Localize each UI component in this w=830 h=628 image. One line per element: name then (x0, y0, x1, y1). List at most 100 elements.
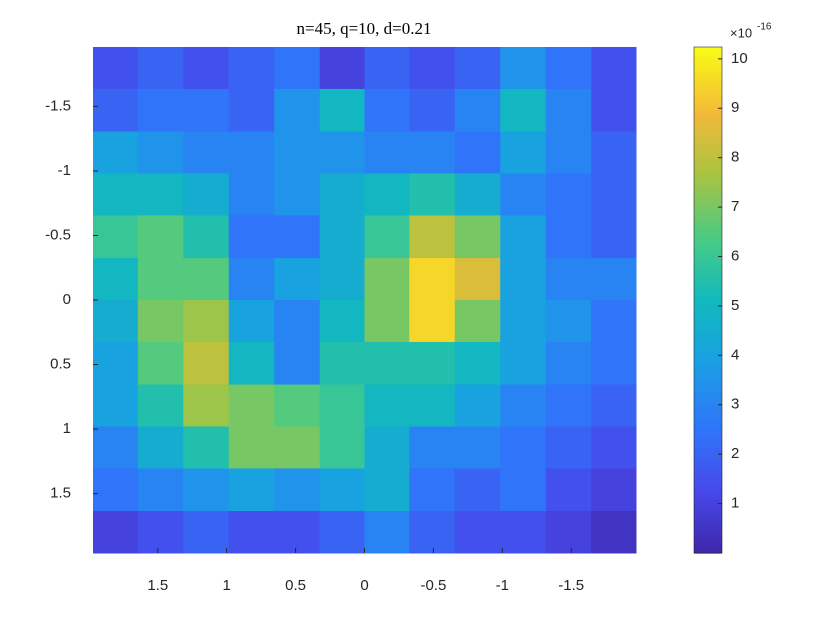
colorbar-swatch (694, 186, 722, 191)
heat-cell (591, 173, 637, 216)
colorbar-swatch (694, 207, 722, 213)
colorbar-swatch (694, 451, 722, 457)
colorbar-swatch (694, 89, 722, 94)
colorbar-swatch (694, 519, 722, 525)
colorbar-swatch (694, 156, 722, 162)
colorbar-swatch (694, 80, 722, 86)
heat-cell (500, 468, 547, 512)
colorbar-swatch (694, 354, 722, 360)
colorbar-swatch (694, 342, 722, 347)
heat-cell (409, 88, 456, 133)
heat-cell (319, 131, 365, 174)
heat-cell (545, 468, 592, 512)
colorbar-swatch (694, 413, 722, 419)
y-tick-label: -0.5 (45, 226, 71, 243)
colorbar-swatch (694, 253, 722, 259)
colorbar-swatch (694, 72, 722, 78)
heat-cell (454, 131, 501, 174)
colorbar-swatch (694, 63, 722, 69)
colorbar-swatch (694, 143, 722, 149)
heat-cell (137, 258, 184, 301)
heat-cell (319, 384, 365, 427)
colorbar-tick-label: 5 (731, 297, 739, 314)
heat-cell (591, 384, 637, 427)
heat-cell (364, 426, 410, 469)
heat-cell (274, 173, 321, 216)
heat-cell (319, 511, 365, 554)
heat-cell (545, 131, 592, 174)
colorbar-swatch (694, 266, 722, 272)
heat-cell (364, 131, 410, 174)
heat-cell (545, 511, 592, 554)
heat-cell (183, 258, 230, 301)
heat-cell (500, 341, 547, 386)
colorbar-swatch (694, 536, 722, 541)
heat-cell (228, 300, 275, 343)
colorbar-swatch (694, 262, 722, 267)
colorbar-swatch (694, 308, 722, 314)
heat-cell (545, 173, 592, 216)
heat-cell (274, 341, 321, 386)
colorbar-swatch (694, 380, 722, 385)
colorbar-swatch (694, 439, 722, 444)
heat-cell (454, 384, 501, 427)
colorbar-swatch (694, 430, 722, 436)
heat-cell (183, 215, 230, 259)
heat-cell (274, 47, 321, 90)
colorbar-swatch (694, 485, 722, 491)
heat-cell (545, 258, 592, 301)
heat-cell (500, 131, 547, 174)
heat-cell (137, 511, 184, 554)
heat-cell (545, 47, 592, 90)
heat-cell (228, 131, 275, 174)
heat-cell (409, 173, 456, 216)
colorbar-swatch (694, 456, 722, 461)
x-tick-label: -0.5 (420, 577, 446, 594)
colorbar-swatch (694, 472, 722, 478)
heat-cell (454, 511, 501, 554)
colorbar-swatch (694, 401, 722, 407)
chart-title: n=45, q=10, d=0.21 (296, 19, 431, 38)
colorbar-multiplier: ×10 (730, 25, 752, 40)
colorbar-swatch (694, 198, 722, 204)
colorbar-swatch (694, 367, 722, 373)
colorbar-swatch (694, 215, 722, 221)
heat-cell (500, 173, 547, 216)
heat-cell (137, 426, 184, 469)
colorbar-swatch (694, 177, 722, 183)
colorbar-swatch (694, 135, 722, 141)
heat-cell (183, 88, 230, 133)
colorbar-swatch (694, 337, 722, 343)
heat-cell (228, 47, 275, 90)
colorbar-swatch (694, 68, 722, 73)
heat-cell (93, 426, 139, 469)
heat-cell (93, 341, 139, 386)
heat-cell (137, 88, 184, 133)
colorbar-tick-label: 6 (731, 247, 739, 264)
colorbar-swatch (694, 274, 722, 280)
colorbar-swatch (694, 300, 722, 305)
heat-cell (228, 258, 275, 301)
y-tick-label: 0 (63, 291, 71, 308)
colorbar-swatch (694, 312, 722, 318)
heat-cell (93, 88, 139, 133)
heat-cell (274, 300, 321, 343)
colorbar-swatch (694, 321, 722, 326)
heat-cell (228, 384, 275, 427)
x-tick-label: 1.5 (147, 577, 168, 594)
heat-cell (591, 426, 637, 469)
heat-cell (591, 511, 637, 554)
heat-cell (454, 300, 501, 343)
heat-cell (183, 468, 230, 512)
heat-cell (274, 258, 321, 301)
colorbar-swatch (694, 47, 722, 52)
heat-cell (454, 341, 501, 386)
colorbar-swatch (694, 371, 722, 377)
colorbar-swatch (694, 173, 722, 179)
heat-cell (409, 300, 456, 343)
heat-cell (591, 258, 637, 301)
colorbar-swatch (694, 316, 722, 322)
colorbar-swatch (694, 392, 722, 398)
colorbar-swatch (694, 287, 722, 293)
